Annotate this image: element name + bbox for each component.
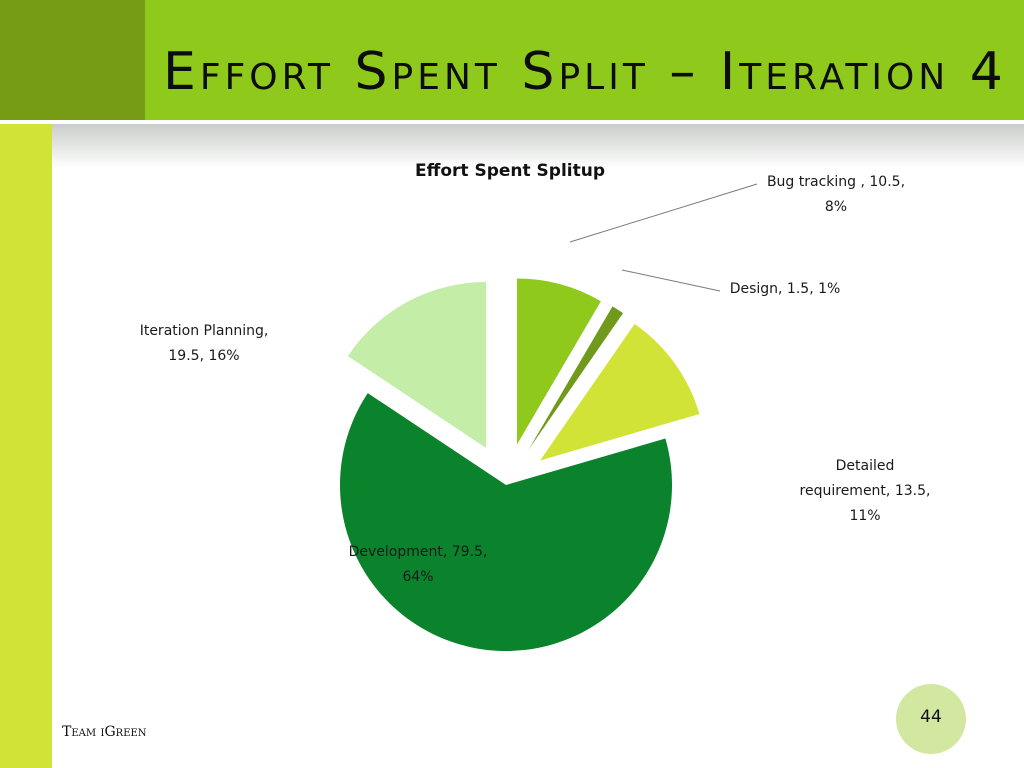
data-label-iteration-planning: Iteration Planning, 19.5, 16%	[140, 323, 269, 364]
leader-line-design	[621, 269, 721, 292]
data-label-development: Development, 79.5, 64%	[349, 544, 488, 585]
title-divider	[0, 120, 1024, 124]
title-corner-block	[0, 0, 145, 120]
slide-title: Effort Spent Split – Iteration 4	[163, 42, 1007, 102]
pie-slice-iteration-planning	[347, 281, 487, 448]
page-number-badge: 44	[896, 684, 966, 754]
pie-slice-detailed-requirement	[540, 323, 700, 461]
title-shadow	[52, 124, 1024, 168]
data-label-bug-tracking: Bug tracking , 10.5, 8%	[767, 174, 905, 215]
pie-slice-bug-tracking	[516, 278, 601, 445]
chart-title: Effort Spent Splitup	[414, 161, 606, 181]
pie-slice-development	[340, 393, 672, 651]
left-accent-strip	[0, 124, 52, 768]
data-label-detailed-requirement: Detailed requirement, 13.5, 11%	[800, 458, 931, 524]
leader-line-bug-tracking	[569, 183, 758, 243]
pie-slice-design	[528, 306, 624, 450]
title-bar	[0, 0, 1024, 120]
data-label-design: Design, 1.5, 1%	[730, 281, 841, 297]
footer-team-name: Team iGreen	[62, 724, 147, 740]
